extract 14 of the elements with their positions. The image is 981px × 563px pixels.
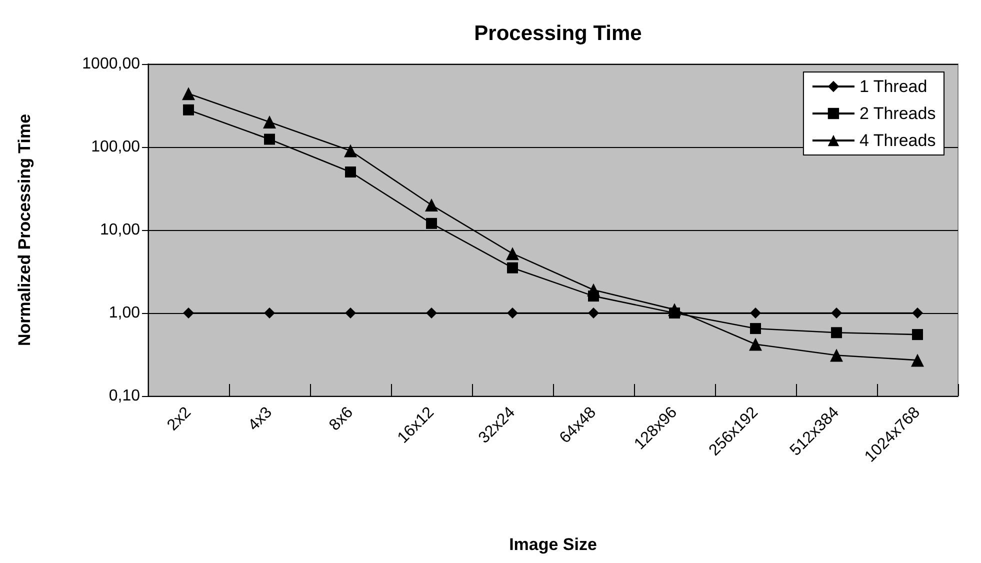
x-tick-label: 2x2: [164, 404, 195, 434]
y-tick-label: 100,00: [91, 138, 140, 156]
chart-title: Processing Time: [474, 22, 642, 45]
x-tick-label: 4x3: [245, 404, 276, 434]
y-axis-title: Normalized Processing Time: [15, 114, 34, 346]
y-tick-label: 10,00: [100, 222, 140, 238]
y-tick-label: 0,10: [108, 388, 140, 404]
legend-label: 1 Thread: [859, 77, 928, 96]
x-tick-label: 8x6: [326, 404, 357, 434]
legend-label: 4 Threads: [859, 131, 936, 150]
x-axis-title: Image Size: [509, 535, 597, 554]
legend-label: 2 Threads: [859, 104, 936, 123]
y-tick-label: 1,00: [108, 304, 140, 322]
y-tick-label: 1000,00: [82, 56, 140, 72]
